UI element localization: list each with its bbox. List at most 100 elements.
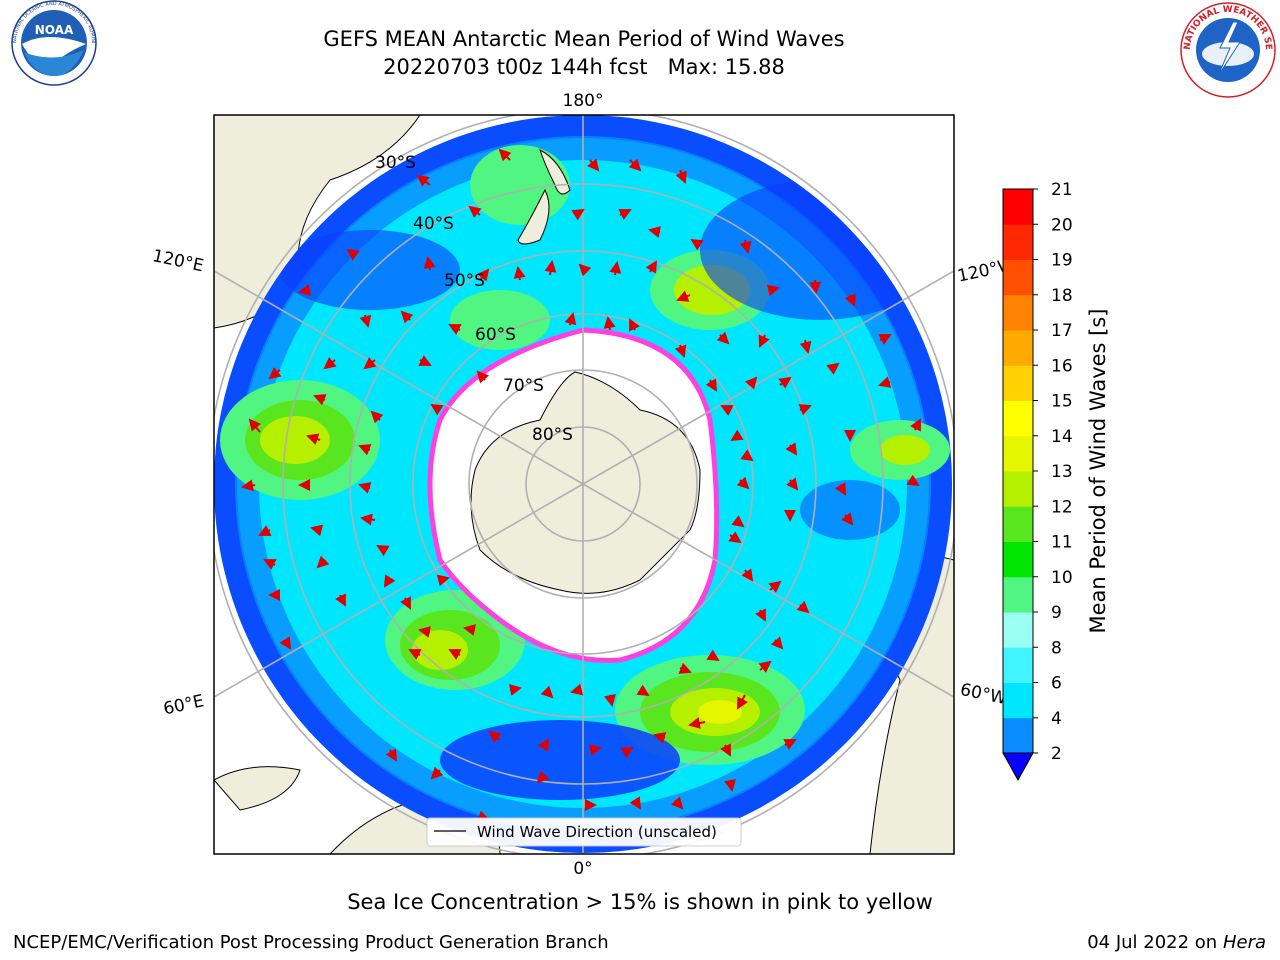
colorbar-segment [1003,647,1033,683]
land-new-zealand-north [539,149,571,195]
direction-arrow [279,636,292,650]
direction-arrow [844,293,856,307]
footer-credit: NCEP/EMC/Verification Post Processing Pr… [13,932,609,953]
map-frame [213,114,955,855]
direction-arrow [739,239,752,254]
direction-arrow [744,376,758,390]
map-title-line-1: GEFS MEAN Antarctic Mean Period of Wind … [323,27,845,51]
lon-label-180: 180° [563,91,604,111]
footer-host: Hera [1222,932,1266,953]
direction-arrow [463,624,476,636]
direction-arrow [564,312,577,326]
map-panel: Wind Wave Direction (unscaled) [214,115,954,854]
colorbar-segment [1003,330,1033,366]
colorbar-tick-label: 12 [1051,497,1073,517]
colorbar-segment [1003,682,1033,719]
direction-arrow [370,410,384,424]
colorbar-tick-label: 2 [1051,744,1062,764]
colorbar-tick-label: 14 [1051,427,1073,447]
direction-arrow [778,376,792,389]
colorbar-label: Mean Period of Wind Waves [s] [1086,309,1110,634]
direction-arrow [618,209,632,220]
colorbar-tick-label: 4 [1051,709,1062,729]
direction-arrow [248,418,262,433]
lat-label-50s: 50°S [444,271,485,291]
direction-arrow [690,238,704,251]
noaa-logo: NOAA NATIONAL OCEANIC AND ATMOSPHERIC AD… [2,0,97,86]
direction-arrow [430,766,444,780]
direction-arrow [358,444,372,456]
direction-arrow [587,158,600,172]
direction-arrow [720,743,731,757]
colorbar-tick-label: 17 [1051,321,1073,341]
direction-arrow [720,405,734,416]
direction-arrow [358,482,372,494]
direction-arrow [268,367,282,380]
direction-arrow [578,263,592,277]
colorbar-segment [1003,576,1033,613]
direction-arrow [316,555,330,569]
footer-date: 04 Jul 2022 on Hera [1087,932,1266,953]
direction-arrow [609,261,622,276]
direction-arrow [430,403,444,416]
direction-arrow [263,559,277,570]
lat-label-40s: 40°S [413,214,454,234]
direction-arrow [731,515,745,528]
direction-arrow [629,318,640,332]
lon-label-120e: 120°E [151,246,206,276]
direction-arrow [736,476,750,490]
direction-arrow [770,636,784,650]
direction-arrow [346,248,360,261]
direction-arrow [589,744,602,756]
direction-arrow [636,684,650,697]
direction-arrow [741,568,754,582]
direction-arrow [537,738,550,752]
colorbar-tick-label: 21 [1051,180,1073,200]
direction-arrow [910,418,921,432]
direction-arrow [674,344,687,358]
lon-label-60e: 60°E [162,691,206,719]
direction-arrow [416,174,431,187]
direction-arrow [400,310,414,324]
map-title-line-2: 20220703 t00z 144h fcst Max: 15.88 [383,55,785,79]
direction-arrow [383,574,396,588]
direction-arrow [678,662,692,674]
colorbar-segment [1003,294,1033,331]
direction-arrow [488,730,502,743]
direction-arrow [536,770,550,784]
colorbar-segment [1003,612,1033,648]
direction-arrow [705,378,718,392]
direction-arrow [799,339,812,354]
direction-arrow [408,649,422,660]
direction-arrow [323,357,337,370]
colorbar-tick-label: 15 [1051,392,1073,412]
direction-arrow [385,748,398,762]
direction-arrow [796,600,810,614]
direction-arrow [809,279,822,294]
direction-arrow [571,208,585,221]
lat-label-60s: 60°S [475,325,516,345]
direction-arrow [498,148,512,162]
direction-arrow [363,357,377,370]
direction-arrow [360,513,376,526]
lat-label-70s: 70°S [503,376,544,396]
direction-arrow [310,524,324,537]
sea-ice-note: Sea Ice Concentration > 15% is shown in … [347,890,933,914]
direction-arrow [786,477,799,491]
direction-arrow [783,739,797,750]
direction-arrow [758,334,770,348]
direction-arrow [758,660,772,673]
direction-arrow [724,779,736,792]
colorbar-segment [1003,365,1033,401]
direction-arrow [258,525,272,536]
direction-arrow [653,732,667,744]
direction-arrow [513,266,526,281]
colorbar-tick-label: 18 [1051,286,1073,306]
direction-arrow [740,449,754,462]
colorbar-extend-triangle [1002,752,1034,782]
direction-arrow [359,314,372,328]
nws-logo: NATIONAL WEATHER SERVICE [1178,0,1276,98]
land-new-zealand-south [517,188,550,245]
direction-arrow [728,531,742,544]
